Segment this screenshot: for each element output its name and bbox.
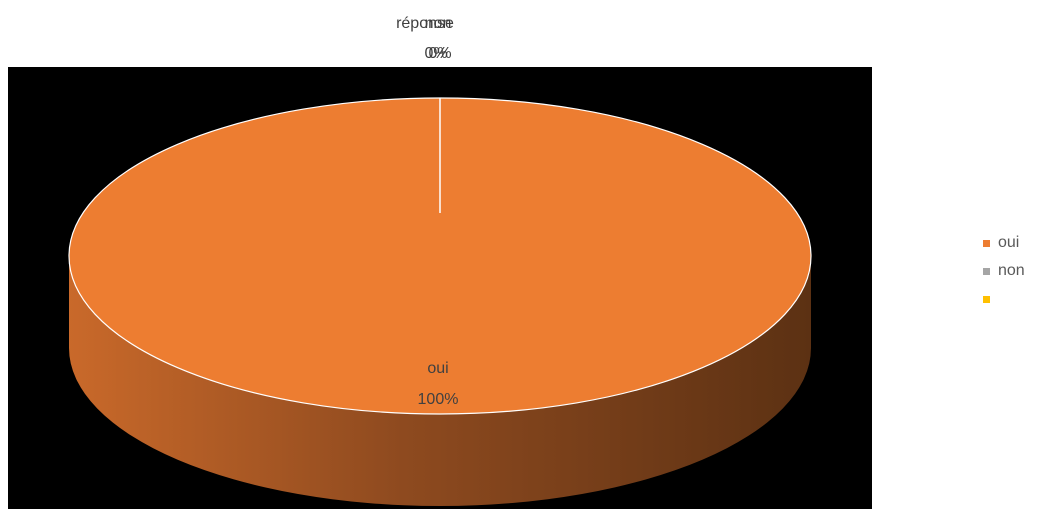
data-label-reponse-name: réponse	[396, 15, 454, 32]
legend-item-non: non	[983, 261, 1025, 281]
legend: oui non	[983, 233, 1025, 317]
data-label-oui-name: oui	[427, 360, 448, 377]
legend-label-non: non	[998, 262, 1025, 279]
data-label-non-percent: 0%	[424, 45, 447, 62]
legend-item-third	[983, 289, 1025, 309]
pie-slice-side-oui	[69, 256, 811, 506]
legend-swatch-third	[983, 295, 990, 303]
data-label-non-name: non	[425, 15, 452, 32]
legend-item-oui: oui	[983, 233, 1025, 253]
legend-swatch-non	[983, 267, 990, 275]
data-label-oui-percent: 100%	[418, 391, 459, 408]
legend-label-oui: oui	[998, 234, 1020, 251]
legend-swatch-oui	[983, 239, 990, 247]
data-label-reponse-percent: 0%	[428, 45, 451, 62]
